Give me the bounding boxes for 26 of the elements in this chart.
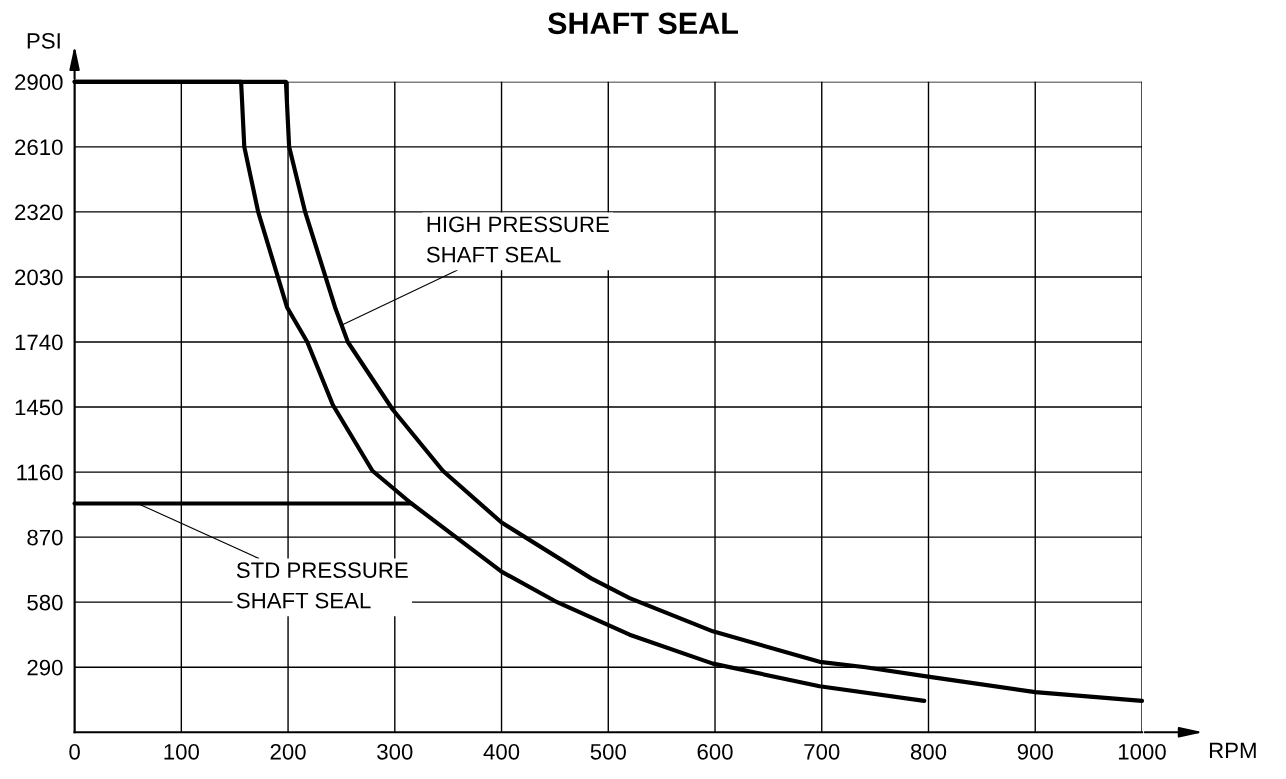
x-tick-label: 0 <box>69 743 80 760</box>
x-tick-label: 600 <box>697 743 733 760</box>
y-tick-label: 290 <box>27 659 63 676</box>
x-tick-label: 1000 <box>1118 743 1166 760</box>
x-tick-label: 800 <box>910 743 947 760</box>
x-tick-label: 400 <box>483 743 520 760</box>
y-tick-label: 1740 <box>15 334 63 351</box>
x-axis-title: RPM <box>1209 742 1256 759</box>
y-tick-label: 2610 <box>15 139 63 156</box>
y-tick-label: 2320 <box>15 204 63 221</box>
x-tick-label: 200 <box>270 743 306 760</box>
y-tick-label: 1160 <box>17 464 63 481</box>
x-tick-label: 700 <box>804 743 840 760</box>
annotation: STD PRESSURE SHAFT SEAL <box>236 562 408 609</box>
y-tick-label: 2030 <box>15 269 63 286</box>
x-tick-label: 900 <box>1017 743 1053 760</box>
y-tick-label: 870 <box>27 529 63 546</box>
y-tick-label: 2900 <box>15 74 63 91</box>
annotation: HIGH PRESSURE SHAFT SEAL <box>426 216 609 263</box>
x-tick-label: 300 <box>377 743 413 760</box>
y-tick-label: 1450 <box>15 399 63 416</box>
x-tick-label: 500 <box>590 743 626 760</box>
y-tick-label: 580 <box>27 594 63 611</box>
chart-title: SHAFT SEAL <box>547 12 738 35</box>
x-tick-label: 100 <box>164 743 199 760</box>
y-axis-title: PSI <box>27 33 60 49</box>
